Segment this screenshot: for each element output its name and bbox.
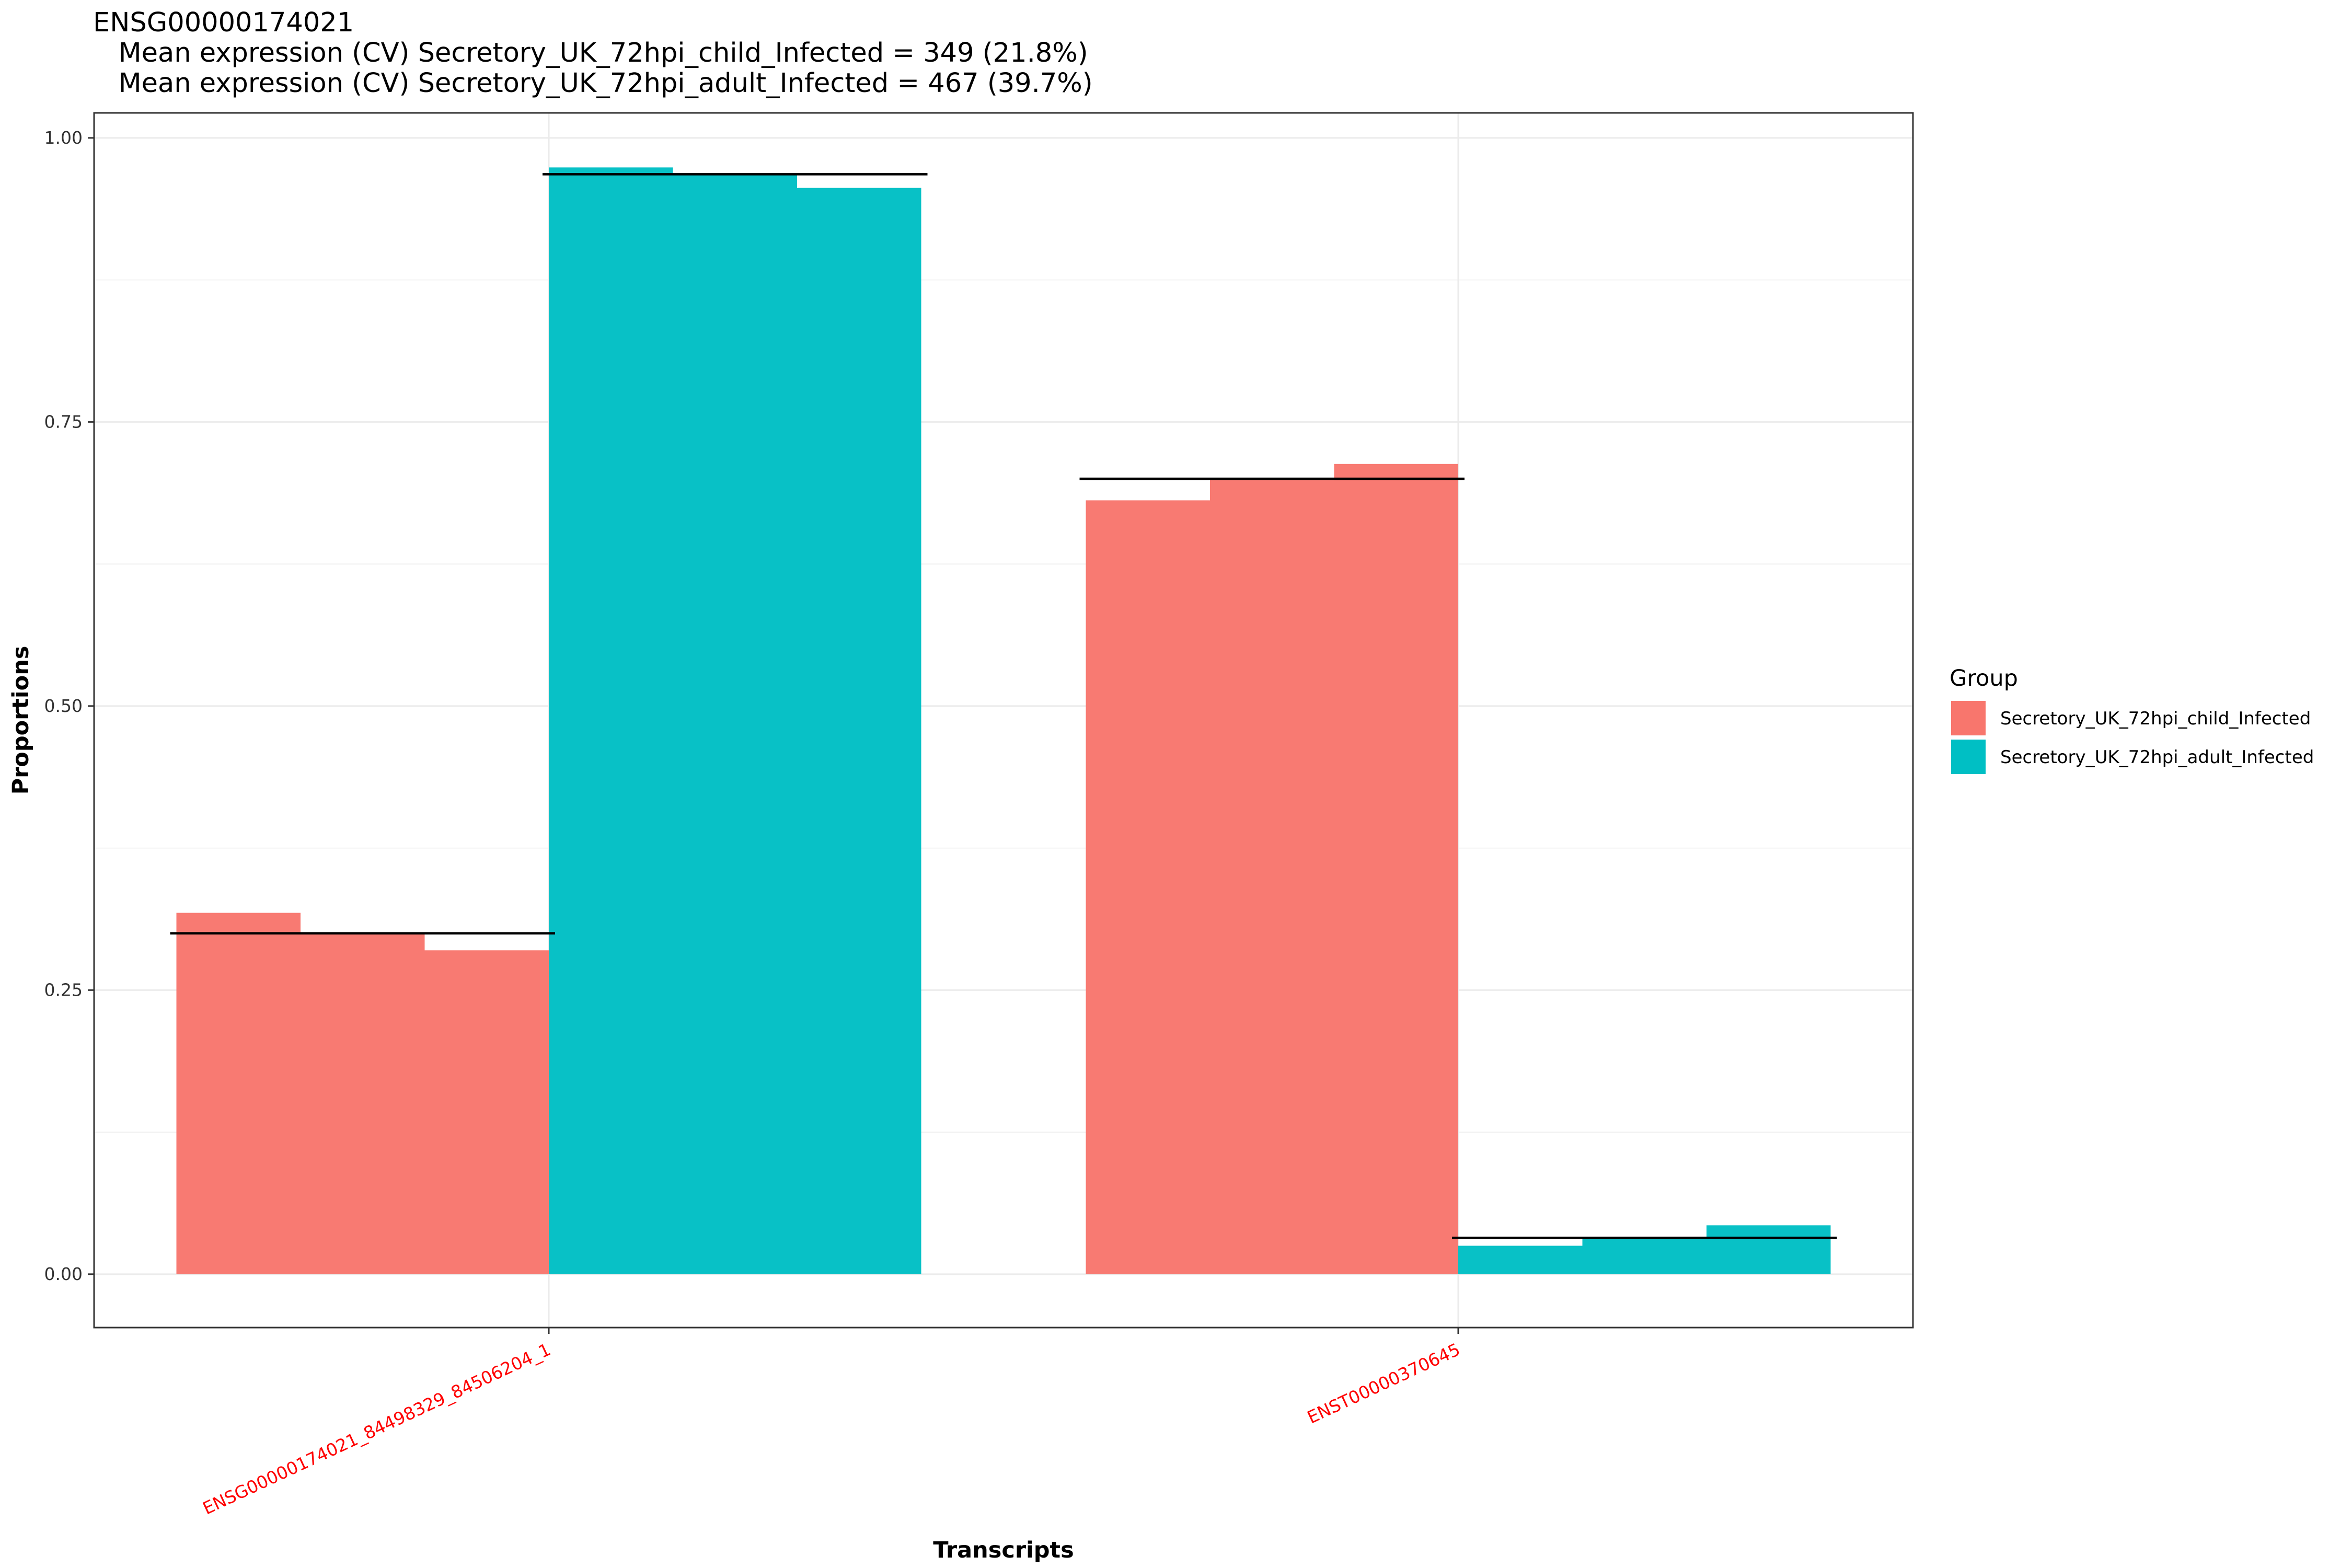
bar-adult-cat0-sample2 (797, 188, 921, 1274)
legend-title: Group (1950, 665, 2018, 691)
bar-adult-cat0-sample1 (673, 174, 797, 1274)
bar-child-cat0-sample1 (301, 933, 425, 1274)
legend-key-adult (1951, 740, 1986, 774)
y-axis-label: Proportions (8, 646, 34, 795)
plot-border (93, 112, 1914, 1329)
bars (176, 167, 1831, 1274)
bar-child-cat1-sample0 (1086, 500, 1210, 1274)
mean-lines (170, 173, 1837, 1239)
chart-subtitle-adult: Mean expression (CV) Secretory_UK_72hpi_… (93, 68, 1093, 99)
chart-title: ENSG00000174021 (93, 7, 354, 38)
y-axis-ticks: 0.00 0.25 0.50 0.75 1.00 (44, 128, 94, 1284)
y-tick-label-0: 0.00 (44, 1264, 83, 1284)
chart-subtitle-child: Mean expression (CV) Secretory_UK_72hpi_… (93, 38, 1088, 68)
y-tick-label-4: 1.00 (44, 128, 83, 148)
bar-adult-cat1-sample1 (1582, 1238, 1707, 1274)
legend: Group Secretory_UK_72hpi_child_Infected … (1950, 665, 2314, 774)
legend-label-adult: Secretory_UK_72hpi_adult_Infected (2000, 747, 2314, 768)
y-tick-label-3: 0.75 (44, 411, 83, 432)
legend-key-child (1951, 701, 1986, 735)
y-tick-label-2: 0.50 (44, 696, 83, 716)
bar-adult-cat1-sample2 (1707, 1225, 1831, 1274)
bar-adult-cat0-sample0 (549, 167, 673, 1274)
bar-child-cat0-sample2 (424, 950, 549, 1274)
x-axis-label: Transcripts (933, 1537, 1074, 1563)
bar-adult-cat1-sample0 (1458, 1246, 1583, 1274)
bar-child-cat0-sample0 (176, 913, 301, 1274)
y-tick-label-1: 0.25 (44, 979, 83, 1000)
legend-label-child: Secretory_UK_72hpi_child_Infected (2000, 708, 2311, 729)
bar-child-cat1-sample1 (1210, 480, 1334, 1274)
bar-child-cat1-sample2 (1334, 464, 1458, 1274)
